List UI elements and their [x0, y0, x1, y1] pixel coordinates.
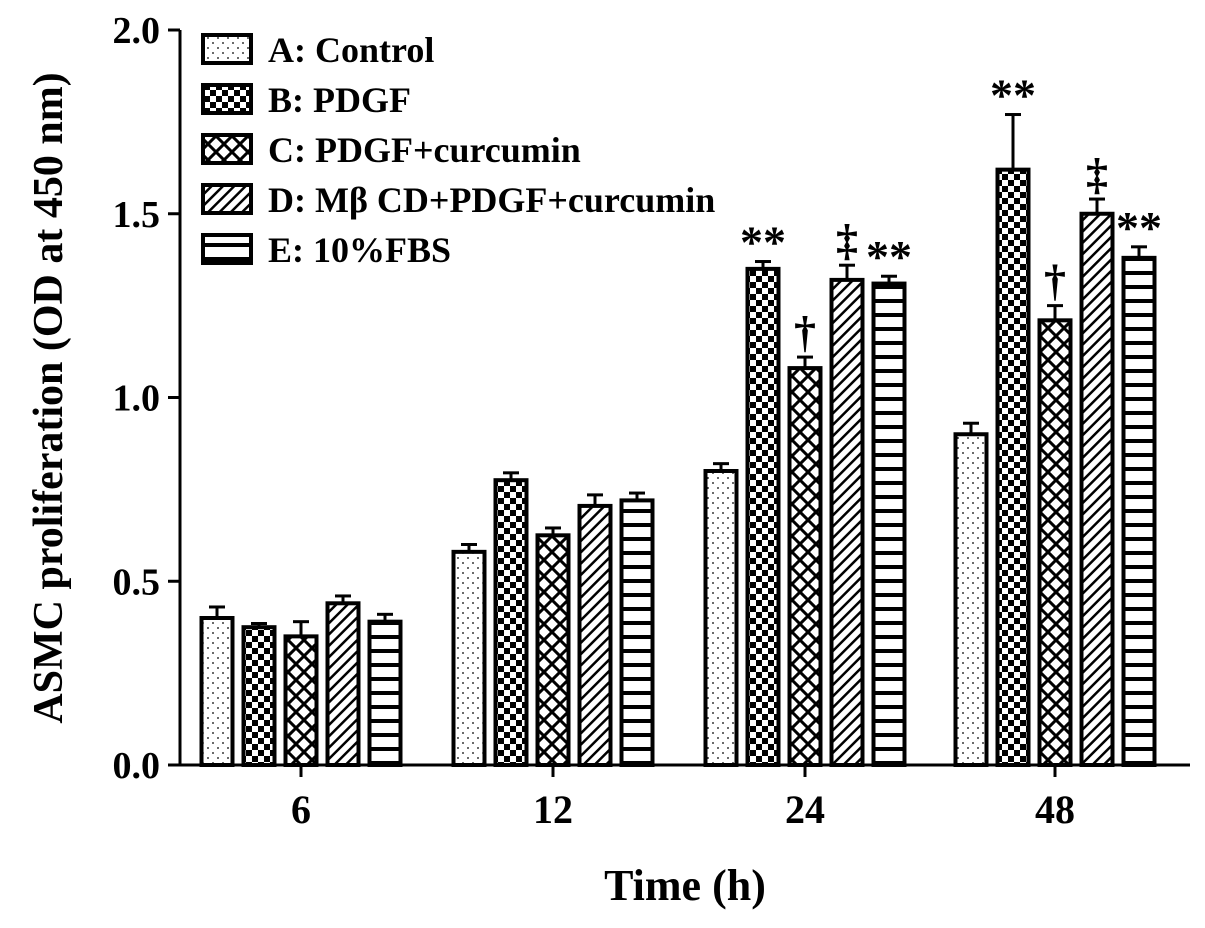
bar — [1079, 211, 1115, 767]
legend-label: D: Mβ CD+PDGF+curcumin — [268, 180, 715, 220]
y-tick-label: 0.5 — [113, 561, 161, 603]
bar — [199, 616, 235, 767]
bar-group-24-horizontal: ** — [866, 231, 912, 767]
bar-group-24-checker: ** — [740, 217, 786, 767]
bar-group-12-horizontal — [619, 491, 655, 767]
bar — [367, 619, 403, 767]
bar-group-24-dots — [703, 462, 739, 767]
bar — [619, 498, 655, 767]
legend-swatch — [201, 33, 253, 65]
bar-group-12-diagonal — [577, 493, 613, 767]
significance-marker: ** — [740, 217, 786, 268]
bar — [829, 277, 865, 767]
legend-swatch — [201, 233, 253, 265]
y-axis-label: ASMC proliferation (OD at 450 nm) — [26, 72, 72, 723]
bar — [745, 266, 781, 767]
significance-marker: † — [794, 308, 816, 357]
legend-item: D: Mβ CD+PDGF+curcumin — [201, 180, 715, 220]
significance-marker: ** — [990, 70, 1036, 121]
bar — [953, 432, 989, 767]
x-tick-label: 6 — [291, 787, 311, 832]
bar — [703, 469, 739, 767]
bar-group-6-checker — [241, 622, 277, 767]
bar-group-6-horizontal — [367, 612, 403, 767]
bar — [787, 366, 823, 767]
y-tick-label: 1.0 — [113, 378, 161, 420]
legend-label: E: 10%FBS — [268, 230, 451, 270]
significance-marker: ** — [1116, 202, 1162, 253]
bar-group-12-checker — [493, 471, 529, 767]
significance-marker: ‡ — [836, 216, 858, 265]
bar — [325, 601, 361, 767]
significance-marker: † — [1044, 257, 1066, 306]
legend-swatch — [201, 133, 253, 165]
significance-marker: ** — [866, 231, 912, 282]
bar — [1121, 255, 1157, 767]
legend-item: A: Control — [201, 30, 434, 70]
legend-label: A: Control — [268, 30, 434, 70]
bars: **†‡ ****†‡** — [199, 70, 1162, 767]
bar — [577, 503, 613, 767]
bar-group-24-diagonal: ‡ — [829, 216, 865, 767]
legend-swatch — [201, 83, 253, 115]
bar-group-48-crosshatch: † — [1037, 257, 1073, 767]
bar-group-6-crosshatch — [283, 620, 319, 767]
legend-label: C: PDGF+curcumin — [268, 130, 581, 170]
legend-swatch — [201, 183, 253, 215]
bar-group-48-diagonal: ‡ — [1079, 150, 1115, 767]
bar-group-12-dots — [451, 543, 487, 767]
y-tick-label: 1.5 — [113, 194, 161, 236]
bar-group-6-diagonal — [325, 594, 361, 767]
bar — [535, 533, 571, 767]
y-tick-label: 2.0 — [113, 10, 161, 52]
bar — [1037, 318, 1073, 767]
legend-item: B: PDGF — [201, 80, 411, 120]
y-tick-label: 0.0 — [113, 745, 161, 787]
bar-group-24-crosshatch: † — [787, 308, 823, 767]
axes: 0.0 0.5 1.0 1.5 2.0 6 12 24 48 — [113, 10, 1190, 832]
bar — [283, 634, 319, 767]
bar-group-48-horizontal: ** — [1116, 202, 1162, 767]
bar — [241, 625, 277, 767]
x-tick-label: 12 — [533, 787, 573, 832]
bar-group-12-crosshatch — [535, 526, 571, 767]
bar — [493, 478, 529, 767]
x-axis-label: Time (h) — [604, 861, 766, 910]
legend-item: C: PDGF+curcumin — [201, 130, 581, 170]
legend: A: Control B: PDGF C: PDGF+curcumin D: Mβ C… — [201, 30, 715, 270]
legend-item: E: 10%FBS — [201, 230, 451, 270]
bar — [995, 167, 1031, 767]
x-tick-label: 48 — [1035, 787, 1075, 832]
bar-group-48-dots — [953, 421, 989, 767]
bar — [871, 281, 907, 767]
legend-label: B: PDGF — [268, 80, 411, 120]
significance-marker: ‡ — [1086, 150, 1108, 199]
bar-group-48-checker: ** — [990, 70, 1036, 767]
x-tick-label: 24 — [785, 787, 825, 832]
bar-group-6-dots — [199, 605, 235, 767]
bar — [451, 549, 487, 767]
